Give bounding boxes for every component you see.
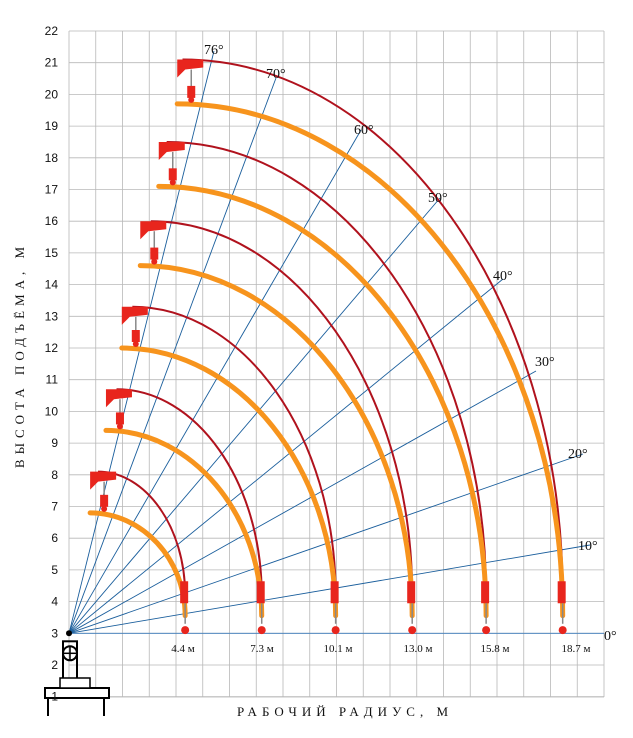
hook-low [257, 626, 266, 635]
boom-arc [166, 140, 488, 596]
y-tick-label: 2 [51, 658, 58, 672]
y-tick-label: 20 [45, 87, 59, 101]
boom-head-high [158, 141, 185, 160]
hook-low [181, 626, 190, 635]
angle-line [68, 197, 441, 634]
angle-label: 76° [204, 43, 224, 58]
hook-high [132, 341, 139, 347]
hook-low [408, 626, 417, 635]
boom-arc [98, 470, 187, 596]
hook-high [188, 96, 195, 103]
y-tick-label: 21 [45, 56, 59, 70]
hook-low [482, 626, 491, 635]
angle-label: 10° [578, 539, 598, 554]
hook-block-high [187, 85, 196, 98]
boom-head-low [180, 581, 189, 604]
y-tick-label: 18 [45, 151, 59, 165]
boom-head-low [407, 581, 416, 604]
hook-block-high [100, 494, 109, 507]
reach-label: 4.4 м [171, 643, 195, 655]
boom-head-high [90, 471, 117, 490]
hooks [90, 59, 567, 635]
hook-high [116, 423, 123, 430]
crane-cab [59, 677, 91, 689]
hook-block-high [168, 168, 177, 181]
boom-head-low [481, 581, 490, 604]
boom-head-high [177, 59, 204, 78]
arcs [87, 58, 566, 619]
reach-label: 15.8 м [481, 643, 510, 655]
boom-head-high [140, 221, 167, 240]
angle-label: 70° [266, 67, 286, 82]
boom-arc [132, 305, 337, 596]
reach-label: 10.1 м [324, 643, 353, 655]
angle-label: 50° [428, 191, 448, 206]
hook-arc [119, 345, 339, 619]
angle-label: 40° [493, 269, 513, 284]
angle-label: 20° [568, 447, 588, 462]
boom-arc [150, 220, 414, 596]
boom-head-high [121, 306, 148, 325]
y-tick-label: 16 [45, 214, 59, 228]
y-tick-label: 6 [51, 531, 58, 545]
y-tick-label: 8 [51, 468, 58, 482]
angle-line [68, 544, 591, 634]
angle-label: 0° [604, 629, 617, 644]
angle-label: 30° [535, 355, 555, 370]
boom-arc [182, 58, 564, 596]
y-tick-label: 22 [45, 24, 59, 38]
angle-labels: 0° 10° 20° 30° 40° 50° 60° 70° 76° [204, 43, 617, 644]
y-tick-label: 4 [51, 595, 58, 609]
hook-arc [137, 263, 415, 619]
angle-label: 60° [354, 123, 374, 138]
hook-block-high [131, 330, 140, 342]
y-tick-label: 7 [51, 500, 58, 514]
hook-high [169, 179, 176, 186]
pivot-dot [66, 630, 72, 637]
y-tick-label: 3 [51, 626, 58, 640]
boom-head-low [330, 581, 339, 604]
hook-block-high [150, 247, 159, 260]
angle-line [68, 370, 537, 634]
hook-arc [174, 101, 566, 619]
y-tick-label: 15 [45, 246, 59, 260]
y-tick-label: 17 [45, 183, 59, 197]
hook-high [151, 258, 158, 265]
x-axis-title: РАБОЧИЙ РАДИУС, М [237, 704, 453, 719]
boom-arc [116, 388, 263, 596]
boom-head-low [557, 581, 566, 604]
y-axis-title: ВЫСОТА ПОДЪЁМА, М [12, 242, 27, 468]
y-tick-label: 13 [45, 309, 59, 323]
hook-block-high [115, 412, 124, 425]
y-tick-label: 12 [45, 341, 59, 355]
boom-head-low [256, 581, 265, 604]
boom-head-high [105, 389, 132, 408]
y-tick-label: 10 [45, 404, 59, 418]
reach-labels: 4.4 м 7.3 м 10.1 м 13.0 м 15.8 м 18.7 м [171, 643, 590, 655]
angle-line [68, 50, 215, 634]
y-tick-label: 19 [45, 119, 59, 133]
angle-line [68, 129, 362, 634]
y-tick-label: 9 [51, 436, 58, 450]
reach-label: 7.3 м [250, 643, 274, 655]
y-tick-label: 11 [46, 373, 59, 387]
y-tick-label: 1 [51, 690, 58, 704]
crane-base-icon [44, 630, 110, 716]
y-tick-label: 14 [45, 278, 59, 292]
reach-label: 13.0 м [404, 643, 433, 655]
angle-line [68, 278, 504, 634]
hook-high [101, 505, 108, 512]
hook-low [558, 626, 567, 635]
reach-label: 18.7 м [562, 643, 591, 655]
hook-low [331, 626, 340, 635]
hook-arc [103, 427, 265, 619]
hook-arc [156, 183, 489, 619]
y-tick-label: 5 [51, 563, 58, 577]
